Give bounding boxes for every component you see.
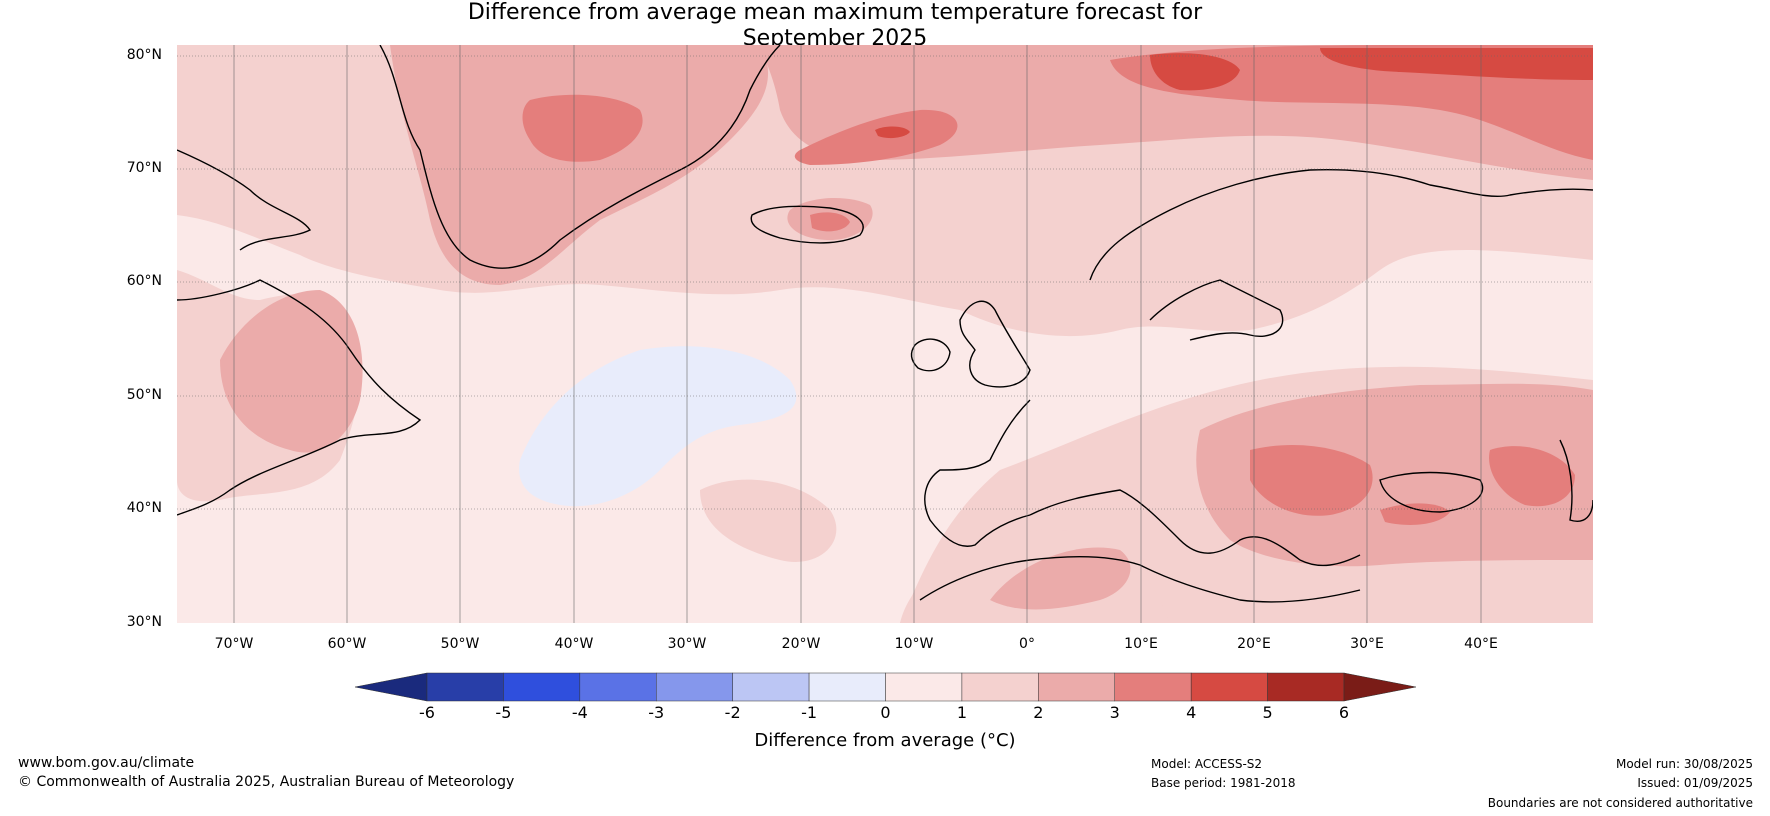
colorbar-label: Difference from average (°C) bbox=[754, 730, 1016, 751]
colorbar-tick-label: -4 bbox=[571, 703, 588, 722]
lon-label-60w: 60°W bbox=[327, 636, 367, 652]
lon-label-30e: 30°E bbox=[1350, 636, 1384, 652]
contour-fills bbox=[177, 45, 1593, 623]
lat-label-40n: 40°N bbox=[126, 500, 162, 516]
model-run-text: Model run: 30/08/2025 bbox=[1615, 757, 1753, 771]
baltic-coast bbox=[1149, 279, 1284, 341]
colorbar-tick-label: 2 bbox=[1033, 703, 1044, 722]
black-sea-coast bbox=[1379, 471, 1484, 513]
lon-label-10e: 10°E bbox=[1124, 636, 1158, 652]
colorbar-segment bbox=[1114, 672, 1192, 702]
ireland-coast bbox=[910, 338, 951, 372]
title-line-1: Difference from average mean maximum tem… bbox=[467, 0, 1203, 25]
baffin-coast bbox=[177, 149, 312, 251]
lat-label-50n: 50°N bbox=[126, 387, 162, 403]
colorbar-segment bbox=[579, 672, 657, 702]
lon-label-30w: 30°W bbox=[667, 636, 707, 652]
meridians bbox=[233, 45, 1482, 623]
copyright-text: © Commonwealth of Australia 2025, Austra… bbox=[18, 774, 515, 790]
labrador-coast bbox=[177, 279, 422, 516]
lat-label-30n: 30°N bbox=[126, 614, 162, 630]
lon-label-40e: 40°E bbox=[1464, 636, 1498, 652]
website-link[interactable]: www.bom.gov.au/climate bbox=[18, 755, 195, 771]
colorbar-tick-label: -5 bbox=[495, 703, 512, 722]
colorbar-tick-label: 4 bbox=[1186, 703, 1197, 722]
anomaly-3-4-iceland bbox=[810, 212, 850, 232]
anomaly-3-4-greenland-sea bbox=[522, 94, 643, 162]
anomaly-2-3-greenland bbox=[390, 45, 769, 285]
colorbar-segment bbox=[1190, 672, 1268, 702]
mediterranean-north-coast bbox=[1029, 489, 1361, 567]
colorbar-segment bbox=[885, 672, 963, 702]
lat-label-60n: 60°N bbox=[126, 273, 162, 289]
caspian-coast bbox=[1559, 439, 1593, 522]
anomaly-2-3-labrador bbox=[220, 290, 363, 453]
colorbar-segment bbox=[961, 672, 1039, 702]
anomaly-3-4-norwegian-sea bbox=[794, 109, 958, 165]
anomaly-3-4-caucasus bbox=[1489, 446, 1575, 507]
anomaly-4-5-novaya-zemlya bbox=[1150, 53, 1240, 91]
lon-label-10w: 10°W bbox=[894, 636, 934, 652]
colorbar-tick-label: 5 bbox=[1262, 703, 1273, 722]
lon-label-20w: 20°W bbox=[781, 636, 821, 652]
colorbar-segment bbox=[1038, 672, 1116, 702]
lon-label-70w: 70°W bbox=[214, 636, 254, 652]
chart-title: Difference from average mean maximum tem… bbox=[0, 0, 1770, 52]
disclaimer-text: Boundaries are not considered authoritat… bbox=[1487, 796, 1753, 810]
lon-label-20e: 20°E bbox=[1237, 636, 1271, 652]
colorbar-tick-label: 3 bbox=[1109, 703, 1120, 722]
issued-text: Issued: 01/09/2025 bbox=[1637, 776, 1753, 790]
forecast-map bbox=[177, 45, 1593, 623]
colorbar-tick-label: 6 bbox=[1338, 703, 1350, 722]
anomaly-1-2-atlantic-patch bbox=[700, 479, 837, 562]
colorbar-tick-label: -1 bbox=[801, 703, 818, 722]
colorbar-extend-low bbox=[354, 672, 428, 702]
colorbar-segment bbox=[1267, 672, 1345, 702]
gridlines bbox=[177, 55, 1593, 510]
coastlines bbox=[177, 45, 1593, 603]
colorbar-segment bbox=[503, 672, 581, 702]
model-text: Model: ACCESS-S2 bbox=[1151, 757, 1263, 771]
anomaly-3-4-balkans bbox=[1250, 445, 1373, 516]
colorbar bbox=[354, 672, 1417, 702]
lon-label-50w: 50°W bbox=[440, 636, 480, 652]
colorbar-segment bbox=[426, 672, 504, 702]
colorbar-extend-high bbox=[1343, 672, 1417, 702]
lon-label-0: 0° bbox=[1019, 636, 1035, 652]
colorbar-tick-label: -2 bbox=[724, 703, 741, 722]
colorbar-segment bbox=[656, 672, 733, 702]
north-africa-coast bbox=[919, 556, 1361, 603]
colorbar-segment bbox=[732, 672, 810, 702]
lat-label-70n: 70°N bbox=[126, 160, 162, 176]
iceland-coast bbox=[750, 205, 864, 244]
colorbar-tick-label: 1 bbox=[956, 703, 967, 722]
lat-label-80n: 80°N bbox=[126, 47, 162, 63]
britain-coast bbox=[959, 300, 1031, 388]
colorbar-tick-label: -6 bbox=[419, 703, 435, 722]
anomaly-4-5-norwegian-sea bbox=[875, 126, 910, 139]
colorbar-tick-label: 0 bbox=[880, 703, 891, 722]
anomaly-3-4-black-sea bbox=[1380, 503, 1450, 525]
colorbar-segment bbox=[808, 672, 886, 702]
greenland-coast bbox=[379, 45, 781, 269]
anomaly-2-3-africa bbox=[990, 547, 1131, 610]
anomaly-2-3-balkans bbox=[1196, 383, 1593, 567]
base-period-text: Base period: 1981-2018 bbox=[1151, 776, 1296, 790]
lon-label-40w: 40°W bbox=[554, 636, 594, 652]
scandinavia-coast bbox=[1089, 168, 1593, 281]
anomaly-minus1-0-region bbox=[519, 346, 797, 507]
europe-west-coast bbox=[924, 399, 1031, 547]
colorbar-tick-label: -3 bbox=[648, 703, 665, 722]
